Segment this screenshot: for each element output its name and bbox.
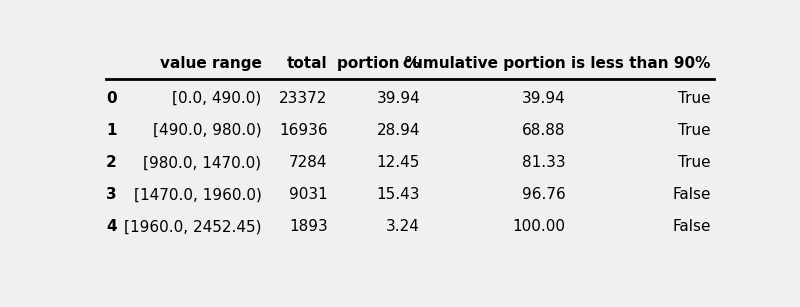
Text: 96.76: 96.76 [522, 187, 566, 202]
Text: 9031: 9031 [289, 187, 328, 202]
Text: True: True [678, 123, 710, 138]
Text: 16936: 16936 [279, 123, 328, 138]
Text: 68.88: 68.88 [522, 123, 566, 138]
Text: 12.45: 12.45 [377, 155, 420, 170]
Text: 1893: 1893 [289, 219, 328, 234]
Text: portion %: portion % [337, 56, 420, 72]
Text: [980.0, 1470.0): [980.0, 1470.0) [143, 155, 262, 170]
Text: [1960.0, 2452.45): [1960.0, 2452.45) [124, 219, 262, 234]
Text: 100.00: 100.00 [513, 219, 566, 234]
Text: is less than 90%: is less than 90% [571, 56, 710, 72]
Text: [1470.0, 1960.0): [1470.0, 1960.0) [134, 187, 262, 202]
Text: False: False [672, 219, 710, 234]
Text: False: False [672, 187, 710, 202]
Text: cumulative portion: cumulative portion [402, 56, 566, 72]
Text: 4: 4 [106, 219, 117, 234]
Text: 0: 0 [106, 91, 117, 106]
Text: 15.43: 15.43 [377, 187, 420, 202]
Text: 1: 1 [106, 123, 117, 138]
Text: [0.0, 490.0): [0.0, 490.0) [172, 91, 262, 106]
Text: 28.94: 28.94 [377, 123, 420, 138]
Text: 3.24: 3.24 [386, 219, 420, 234]
Text: 23372: 23372 [279, 91, 328, 106]
Text: True: True [678, 91, 710, 106]
Text: 39.94: 39.94 [376, 91, 420, 106]
Text: 39.94: 39.94 [522, 91, 566, 106]
Text: total: total [287, 56, 328, 72]
Text: 2: 2 [106, 155, 117, 170]
Text: 7284: 7284 [289, 155, 328, 170]
Text: [490.0, 980.0): [490.0, 980.0) [153, 123, 262, 138]
Text: 3: 3 [106, 187, 117, 202]
Text: True: True [678, 155, 710, 170]
Text: value range: value range [160, 56, 262, 72]
Text: 81.33: 81.33 [522, 155, 566, 170]
